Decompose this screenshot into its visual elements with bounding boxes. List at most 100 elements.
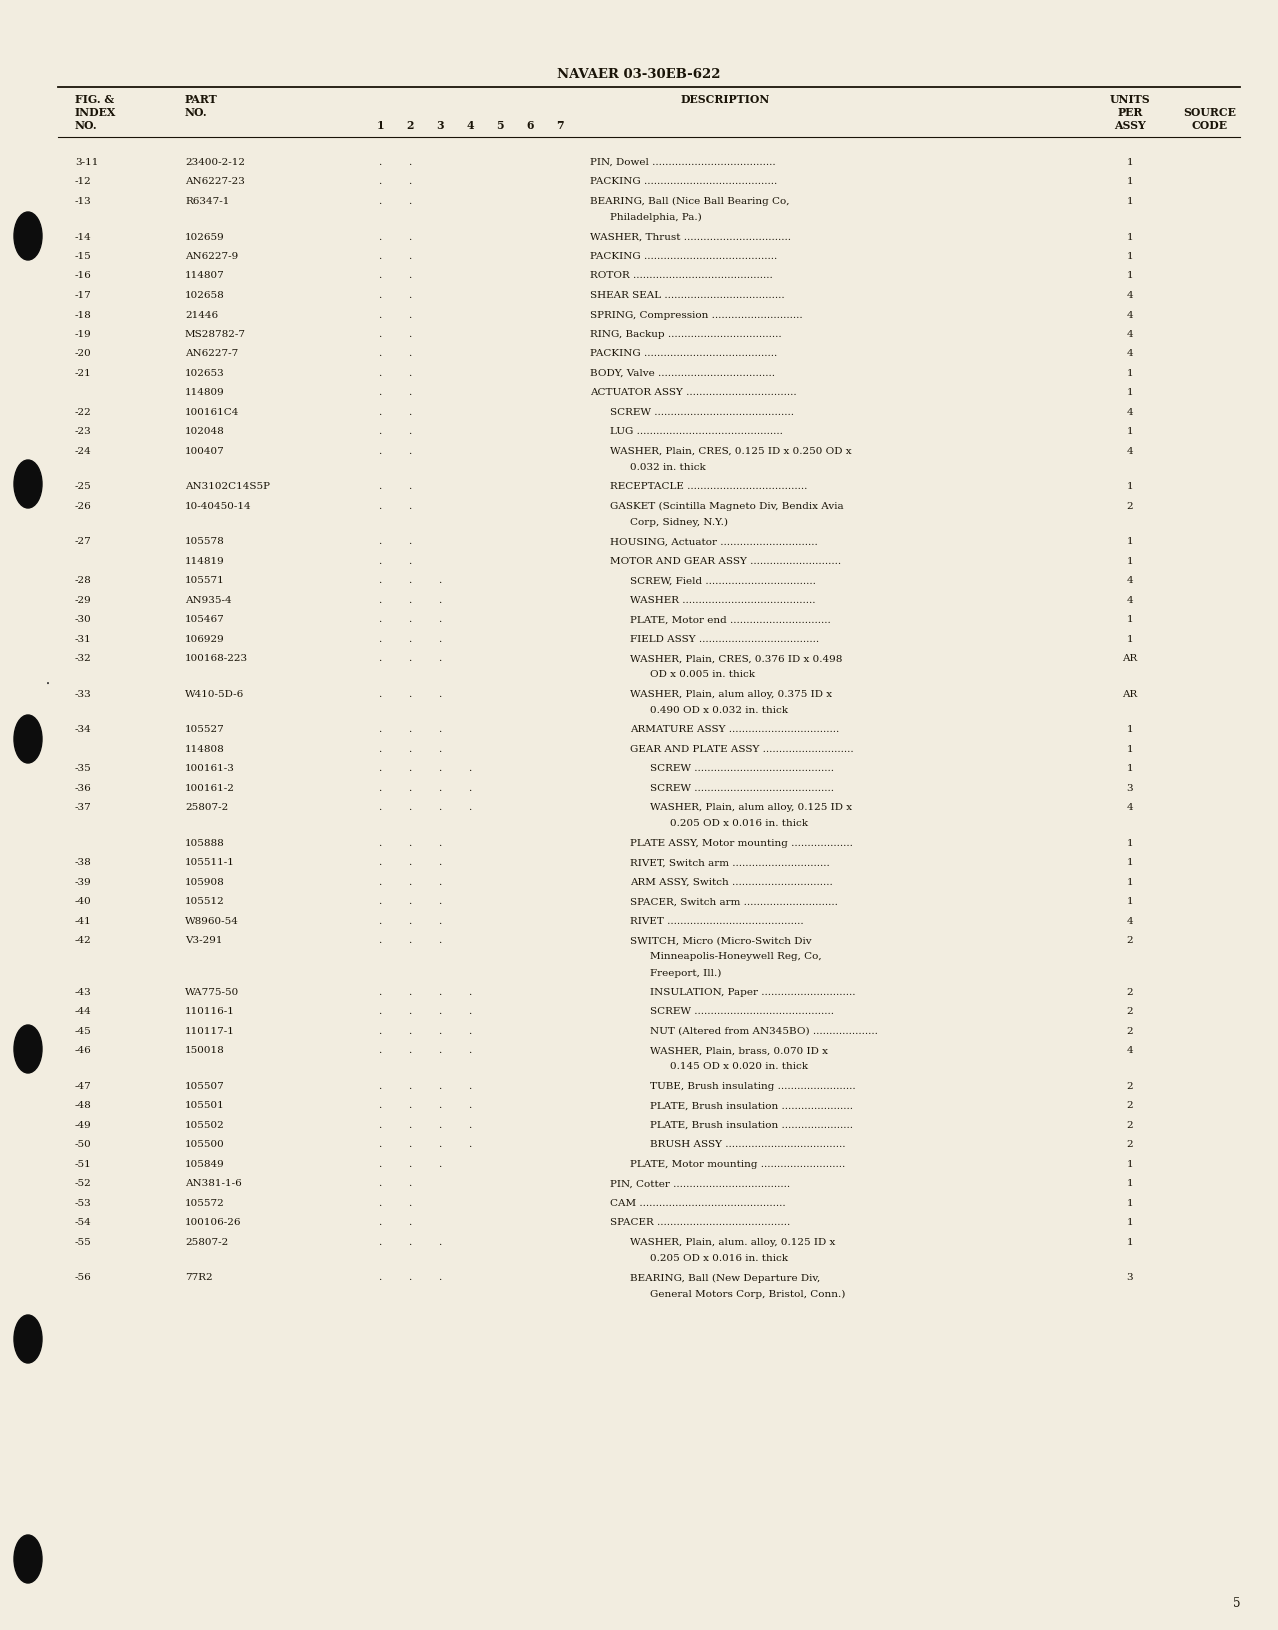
- Text: R6347-1: R6347-1: [185, 197, 229, 205]
- Text: .: .: [438, 615, 442, 624]
- Text: PLATE, Motor mounting ..........................: PLATE, Motor mounting ..................…: [630, 1159, 845, 1169]
- Text: .: .: [378, 1139, 382, 1149]
- Text: 4: 4: [1127, 329, 1134, 339]
- Text: SCREW ...........................................: SCREW ..................................…: [651, 1007, 835, 1015]
- Text: -38: -38: [75, 857, 92, 867]
- Text: BODY, Valve ....................................: BODY, Valve ............................…: [590, 368, 774, 378]
- Text: .: .: [438, 916, 442, 926]
- Text: .: .: [438, 1159, 442, 1169]
- Text: SCREW ...........................................: SCREW ..................................…: [610, 408, 794, 417]
- Text: 105572: 105572: [185, 1198, 225, 1208]
- Text: PART: PART: [185, 95, 217, 104]
- Text: -39: -39: [75, 877, 92, 887]
- Text: CAM .............................................: CAM ....................................…: [610, 1198, 786, 1208]
- Text: NAVAER 03-30EB-622: NAVAER 03-30EB-622: [557, 68, 721, 82]
- Text: 4: 4: [1127, 408, 1134, 417]
- Text: .: .: [438, 1120, 442, 1130]
- Text: .: .: [409, 1046, 412, 1055]
- Text: MS28782-7: MS28782-7: [185, 329, 245, 339]
- Text: 3: 3: [1127, 784, 1134, 792]
- Text: ARMATURE ASSY ..................................: ARMATURE ASSY ..........................…: [630, 725, 840, 734]
- Text: .: .: [409, 1218, 412, 1227]
- Text: .: .: [378, 689, 382, 699]
- Text: SHEAR SEAL .....................................: SHEAR SEAL .............................…: [590, 290, 785, 300]
- Text: 114807: 114807: [185, 271, 225, 280]
- Text: .: .: [378, 804, 382, 812]
- Text: 100161-3: 100161-3: [185, 764, 235, 773]
- Text: .: .: [438, 784, 442, 792]
- Text: .: .: [438, 634, 442, 644]
- Text: 2: 2: [1127, 1120, 1134, 1130]
- Text: -45: -45: [75, 1027, 92, 1035]
- Text: 1: 1: [1127, 1218, 1134, 1227]
- Text: .: .: [378, 197, 382, 205]
- Text: -16: -16: [75, 271, 92, 280]
- Text: 114809: 114809: [185, 388, 225, 398]
- Text: WA775-50: WA775-50: [185, 988, 239, 996]
- Text: 106929: 106929: [185, 634, 225, 644]
- Text: .: .: [378, 784, 382, 792]
- Text: 105502: 105502: [185, 1120, 225, 1130]
- Text: -18: -18: [75, 310, 92, 319]
- Text: 150018: 150018: [185, 1046, 225, 1055]
- Text: BEARING, Ball (Nice Ball Bearing Co,: BEARING, Ball (Nice Ball Bearing Co,: [590, 197, 790, 205]
- Text: ROTOR ...........................................: ROTOR ..................................…: [590, 271, 773, 280]
- Text: PACKING .........................................: PACKING ................................…: [590, 178, 777, 186]
- Text: 3: 3: [1127, 1273, 1134, 1281]
- Ellipse shape: [14, 1535, 42, 1583]
- Text: 2: 2: [1127, 1139, 1134, 1149]
- Text: .: .: [409, 538, 412, 546]
- Text: 25807-2: 25807-2: [185, 804, 229, 812]
- Text: -34: -34: [75, 725, 92, 734]
- Text: ARM ASSY, Switch ...............................: ARM ASSY, Switch .......................…: [630, 877, 833, 887]
- Text: PLATE ASSY, Motor mounting ...................: PLATE ASSY, Motor mounting .............…: [630, 838, 852, 848]
- Text: -22: -22: [75, 408, 92, 417]
- Text: 7: 7: [556, 121, 564, 130]
- Text: .: .: [378, 408, 382, 417]
- Text: .: .: [409, 745, 412, 753]
- Text: .: .: [409, 368, 412, 378]
- Text: -15: -15: [75, 253, 92, 261]
- Text: 4: 4: [1127, 349, 1134, 359]
- Text: 1: 1: [1127, 197, 1134, 205]
- Text: .: .: [378, 877, 382, 887]
- Text: .: .: [378, 575, 382, 585]
- Text: .: .: [378, 595, 382, 605]
- Text: AN3102C14S5P: AN3102C14S5P: [185, 482, 270, 491]
- Text: -49: -49: [75, 1120, 92, 1130]
- Text: .: .: [378, 1178, 382, 1188]
- Text: -42: -42: [75, 936, 92, 945]
- Text: ASSY: ASSY: [1114, 121, 1146, 130]
- Text: SCREW, Field ..................................: SCREW, Field ...........................…: [630, 575, 815, 585]
- Text: 21446: 21446: [185, 310, 219, 319]
- Text: INDEX: INDEX: [75, 108, 116, 117]
- Text: .: .: [378, 447, 382, 456]
- Text: Philadelphia, Pa.): Philadelphia, Pa.): [610, 214, 702, 222]
- Text: .: .: [409, 615, 412, 624]
- Text: .: .: [468, 1139, 472, 1149]
- Text: -30: -30: [75, 615, 92, 624]
- Text: -28: -28: [75, 575, 92, 585]
- Text: .: .: [409, 557, 412, 566]
- Text: FIG. &: FIG. &: [75, 95, 114, 104]
- Text: .: .: [438, 1007, 442, 1015]
- Text: .: .: [438, 1237, 442, 1247]
- Text: .: .: [409, 502, 412, 510]
- Text: 105527: 105527: [185, 725, 225, 734]
- Text: 1: 1: [1127, 368, 1134, 378]
- Text: -41: -41: [75, 916, 92, 926]
- Text: .: .: [378, 178, 382, 186]
- Text: W8960-54: W8960-54: [185, 916, 239, 926]
- Text: .: .: [438, 1273, 442, 1281]
- Text: .: .: [468, 988, 472, 996]
- Text: -55: -55: [75, 1237, 92, 1247]
- Text: -36: -36: [75, 784, 92, 792]
- Text: .: .: [378, 745, 382, 753]
- Text: 1: 1: [1127, 1237, 1134, 1247]
- Text: .: .: [438, 595, 442, 605]
- Text: 0.145 OD x 0.020 in. thick: 0.145 OD x 0.020 in. thick: [670, 1061, 808, 1071]
- Text: 4: 4: [1127, 290, 1134, 300]
- Text: .: .: [438, 1081, 442, 1090]
- Text: .: .: [378, 1237, 382, 1247]
- Text: .: .: [378, 615, 382, 624]
